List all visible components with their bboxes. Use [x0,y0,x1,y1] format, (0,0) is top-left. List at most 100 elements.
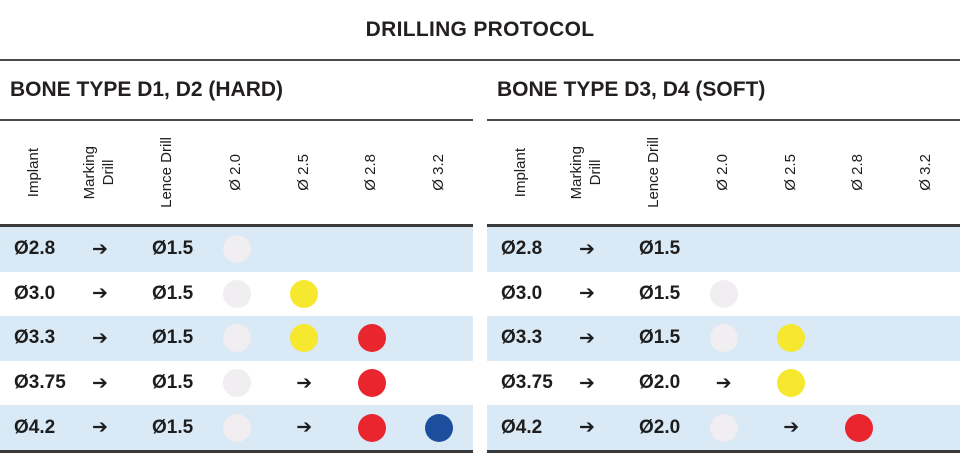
table-row: Ø2.8 ➔ Ø1.5 [0,227,473,272]
white-dot-icon [222,413,251,442]
lence-drill-size: Ø1.5 [639,327,681,349]
arrow-right-icon: ➔ [92,372,108,394]
arrow-right-icon: ➔ [92,327,108,349]
white-dot-icon [222,235,251,264]
column-header-marking-drill: Marking Drill [81,145,117,200]
yellow-dot-icon [290,324,319,353]
arrow-right-icon: ➔ [92,283,108,305]
drill-step-cell [690,405,758,450]
title-bar: DRILLING PROTOCOL [0,0,960,61]
arrow-right-icon: ➔ [579,283,595,305]
implant-size: Ø4.2 [14,416,56,438]
lence-drill-size: Ø2.0 [639,372,681,394]
column-header-d20: Ø 2.0 [227,154,245,191]
column-header-d25: Ø 2.5 [294,154,312,191]
lence-drill-size: Ø1.5 [639,238,681,260]
drill-step-cell [406,316,474,361]
red-dot-icon [844,413,873,442]
implant-size: Ø3.0 [501,282,543,304]
table-row: Ø3.0 ➔ Ø1.5 [487,272,960,317]
table-row: Ø3.75 ➔ Ø1.5 ➔ [0,361,473,406]
red-dot-icon [357,324,386,353]
drill-step-cell [690,272,758,317]
header-row: Implant Marking Drill Lence Drill Ø 2.0 … [0,121,473,227]
white-dot-icon [222,279,251,308]
header-row: Implant Marking Drill Lence Drill Ø 2.0 … [487,121,960,227]
lence-drill-size: Ø1.5 [152,282,194,304]
drill-step-cell [406,272,474,317]
red-dot-icon [357,369,386,398]
drill-step-cell [690,316,758,361]
bone-type-hard-table: BONE TYPE D1, D2 (HARD) Implant Marking … [0,61,473,453]
drill-step-cell [758,361,826,406]
lence-drill-size: Ø1.5 [152,416,194,438]
drill-step-cell [690,227,758,272]
white-dot-icon [709,324,738,353]
table-row: Ø4.2 ➔ Ø2.0 ➔ [487,405,960,450]
drill-step-cell [758,227,826,272]
implant-size: Ø4.2 [501,416,543,438]
white-dot-icon [222,369,251,398]
implant-size: Ø3.0 [14,282,56,304]
drill-step-cell [825,361,893,406]
drill-step-cell [338,405,406,450]
drill-step-cell [338,316,406,361]
white-dot-icon [709,413,738,442]
column-header-lence-drill: Lence Drill [158,137,176,208]
drill-step-cell [893,227,960,272]
arrow-right-icon: ➔ [579,417,595,439]
drill-step-cell [758,316,826,361]
column-header-d25: Ø 2.5 [781,154,799,191]
tables-wrap: BONE TYPE D1, D2 (HARD) Implant Marking … [0,61,960,453]
implant-size: Ø2.8 [501,238,543,260]
drill-step-cell [406,227,474,272]
drill-step-cell [825,405,893,450]
drill-step-cell [406,361,474,406]
drill-step-cell [825,316,893,361]
drill-step-cell [406,405,474,450]
drill-step-cell [338,227,406,272]
drill-step-cell [271,272,339,317]
implant-size: Ø3.3 [501,327,543,349]
implant-size: Ø3.3 [14,327,56,349]
drill-step-cell [825,272,893,317]
drill-step-cell [203,361,271,406]
arrow-right-icon: ➔ [296,372,313,394]
arrow-right-icon: ➔ [579,372,595,394]
blue-dot-icon [425,413,454,442]
drill-step-cell [893,316,960,361]
drill-step-cell [203,272,271,317]
drill-step-cell [271,227,339,272]
implant-size: Ø3.75 [14,372,66,394]
arrow-right-icon: ➔ [296,417,313,439]
table-row: Ø3.75 ➔ Ø2.0 ➔ [487,361,960,406]
page-title: DRILLING PROTOCOL [365,17,595,41]
implant-size: Ø2.8 [14,238,56,260]
lence-drill-size: Ø1.5 [152,372,194,394]
implant-size: Ø3.75 [501,372,553,394]
drill-step-cell [338,272,406,317]
yellow-dot-icon [777,324,806,353]
yellow-dot-icon [777,369,806,398]
drill-step-cell [203,316,271,361]
drill-step-cell [893,361,960,406]
column-header-implant: Implant [511,147,529,198]
arrow-right-icon: ➔ [92,417,108,439]
white-dot-icon [222,324,251,353]
drill-step-cell [758,272,826,317]
bone-type-soft-table: BONE TYPE D3, D4 (SOFT) Implant Marking … [487,61,960,453]
column-header-marking-drill: Marking Drill [568,145,604,200]
lence-drill-size: Ø1.5 [639,282,681,304]
drill-step-cell [825,227,893,272]
table-row: Ø3.0 ➔ Ø1.5 [0,272,473,317]
arrow-right-icon: ➔ [783,417,800,439]
lence-drill-size: Ø1.5 [152,327,194,349]
drill-step-cell [338,361,406,406]
drill-step-cell [893,405,960,450]
column-header-d20: Ø 2.0 [714,154,732,191]
lence-drill-size: Ø1.5 [152,238,194,260]
table-row: Ø2.8 ➔ Ø1.5 [487,227,960,272]
drill-step-cell [203,405,271,450]
drill-step-cell [893,272,960,317]
